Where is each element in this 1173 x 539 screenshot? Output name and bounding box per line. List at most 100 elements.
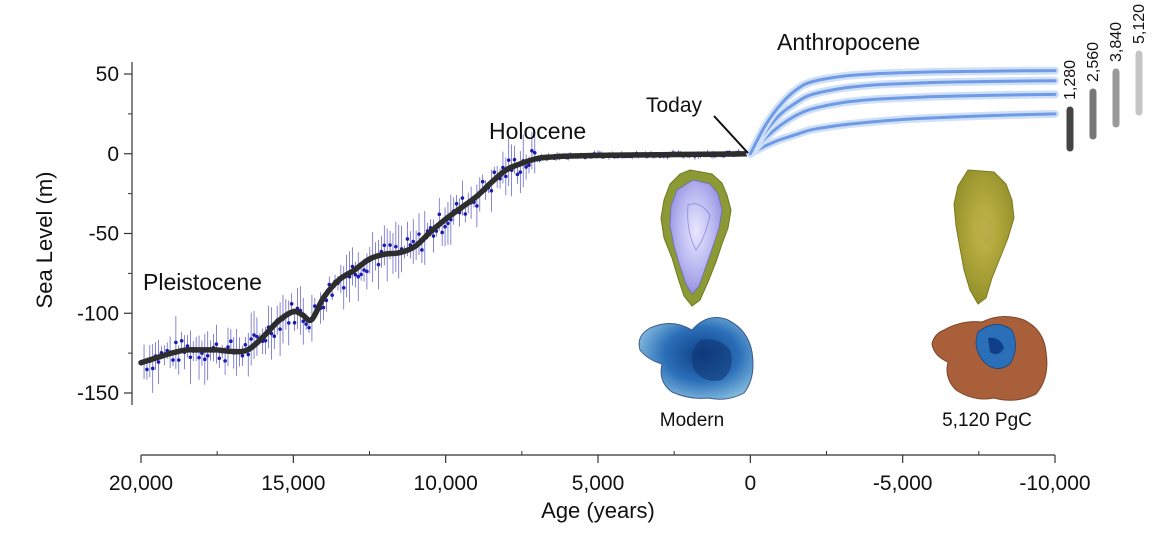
observation-point bbox=[356, 274, 361, 279]
greenland-future-map bbox=[953, 169, 1015, 305]
observation-point bbox=[174, 340, 178, 345]
observation-point bbox=[145, 367, 149, 372]
x-axis: 20,000 15,000 10,000 5,000 0 -5,000 -10,000 bbox=[109, 451, 1091, 495]
observation-point bbox=[292, 320, 297, 325]
observation-point bbox=[197, 355, 201, 360]
y-tick-label: -50 bbox=[89, 223, 119, 246]
x-tick-label: 15,000 bbox=[261, 472, 325, 495]
observation-point bbox=[524, 165, 528, 169]
observation-point bbox=[365, 269, 369, 274]
observation-point bbox=[341, 285, 346, 290]
observation-point bbox=[506, 158, 511, 162]
x-ticks: 20,000 15,000 10,000 5,000 0 -5,000 -10,000 bbox=[109, 451, 1091, 495]
observation-point bbox=[411, 239, 416, 244]
y-ticks: 50 0 -50 -100 -150 bbox=[77, 63, 132, 405]
antarctica-modern-map bbox=[638, 317, 754, 400]
legend-label: 1,280 bbox=[1062, 60, 1079, 100]
era-label-anthropocene: Anthropocene bbox=[777, 29, 920, 55]
observation-point bbox=[321, 305, 326, 310]
legend-label: 2,560 bbox=[1085, 42, 1102, 82]
observation-point bbox=[532, 150, 537, 155]
observation-point bbox=[518, 170, 523, 174]
future-caption: 5,120 PgC bbox=[942, 410, 1032, 431]
antarctica-future-map bbox=[931, 316, 1048, 401]
observation-point bbox=[150, 366, 155, 371]
observation-point bbox=[431, 234, 436, 238]
observation-point bbox=[289, 302, 294, 306]
observation-point bbox=[272, 334, 277, 339]
scenario-line-3840 bbox=[748, 79, 1057, 156]
observation-point bbox=[454, 201, 459, 206]
x-tick-label: 20,000 bbox=[109, 472, 173, 495]
observation-point bbox=[252, 333, 256, 337]
observation-point bbox=[304, 322, 308, 326]
observation-point bbox=[217, 356, 222, 361]
observation-point bbox=[226, 345, 230, 349]
observation-point bbox=[463, 212, 468, 216]
x-tick-label: 5,000 bbox=[572, 472, 625, 495]
observation-point bbox=[530, 148, 534, 153]
observation-point bbox=[362, 268, 366, 272]
observation-point bbox=[443, 224, 447, 229]
observation-point bbox=[185, 344, 190, 348]
legend-label: 3,840 bbox=[1108, 22, 1125, 62]
x-tick-label: -5,000 bbox=[873, 472, 933, 495]
today-annotation: Today bbox=[646, 94, 703, 117]
observation-point bbox=[203, 357, 207, 362]
observation-point bbox=[480, 179, 485, 184]
y-tick-label: 50 bbox=[96, 63, 119, 86]
observation-point bbox=[240, 353, 245, 358]
observation-point bbox=[243, 342, 248, 347]
observation-point bbox=[417, 232, 421, 236]
future-scenarios bbox=[746, 66, 1059, 158]
observation-point bbox=[420, 248, 424, 252]
observation-point bbox=[527, 163, 531, 167]
observation-point bbox=[301, 319, 306, 324]
observation-point bbox=[515, 172, 520, 177]
observation-point bbox=[350, 264, 355, 269]
observation-point bbox=[353, 272, 358, 277]
observation-point bbox=[460, 196, 465, 200]
observation-point bbox=[263, 338, 268, 343]
observation-point bbox=[394, 244, 398, 249]
x-tick-label: -10,000 bbox=[1019, 472, 1090, 495]
scenario-line-5120 bbox=[748, 69, 1057, 156]
observation-point bbox=[176, 358, 181, 362]
past-sea-level-curve bbox=[138, 151, 754, 366]
observation-point bbox=[156, 360, 161, 364]
greenland-modern-map bbox=[660, 169, 732, 307]
y-axis: 50 0 -50 -100 -150 bbox=[77, 62, 133, 405]
observation-point bbox=[475, 204, 479, 208]
modern-caption: Modern bbox=[660, 410, 724, 431]
observation-point bbox=[179, 339, 184, 343]
observation-point bbox=[188, 355, 193, 360]
observation-point bbox=[489, 188, 494, 193]
observation-point bbox=[376, 262, 381, 267]
observation-point bbox=[286, 321, 291, 325]
scenario-line-2560 bbox=[748, 92, 1057, 156]
observation-point bbox=[307, 325, 311, 330]
scenario-line-1280 bbox=[748, 112, 1057, 156]
observation-point bbox=[205, 353, 210, 358]
y-axis-title: Sea Level (m) bbox=[32, 172, 57, 309]
observation-point bbox=[440, 230, 444, 235]
y-tick-label: -150 bbox=[77, 382, 119, 405]
x-axis-title: Age (years) bbox=[541, 498, 655, 523]
legend-label: 5,120 bbox=[1131, 4, 1148, 44]
y-tick-label: 0 bbox=[107, 143, 119, 166]
today-annotation-leader bbox=[713, 115, 749, 154]
observation-point bbox=[246, 352, 251, 357]
observation-point bbox=[504, 174, 508, 179]
era-label-holocene: Holocene bbox=[489, 118, 586, 144]
observation-point bbox=[446, 221, 450, 226]
observation-point bbox=[382, 243, 387, 248]
observation-point bbox=[229, 339, 233, 344]
observation-point bbox=[214, 342, 219, 346]
observation-point bbox=[330, 293, 334, 297]
observation-point bbox=[223, 359, 227, 363]
observation-point bbox=[171, 358, 175, 362]
observation-point bbox=[492, 170, 497, 174]
observation-point bbox=[437, 212, 442, 217]
y-tick-label: -100 bbox=[77, 302, 119, 325]
